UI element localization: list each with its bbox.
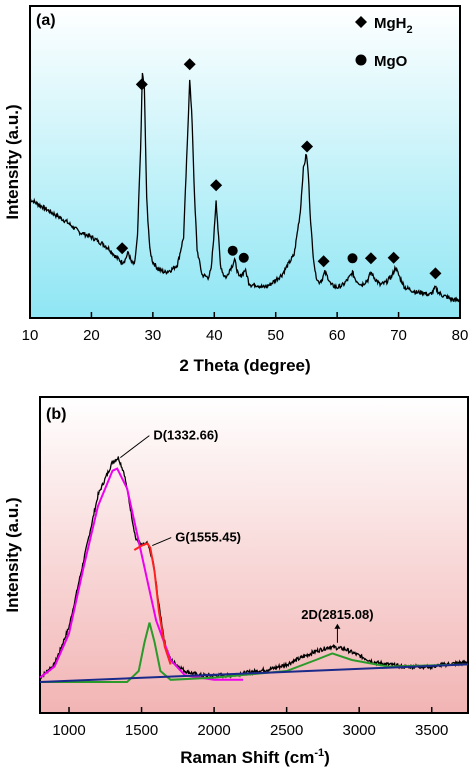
panel-a-peak-markers <box>116 58 442 280</box>
mgh2-marker <box>364 252 377 265</box>
panel-b-label: (b) <box>46 406 66 423</box>
x-tick-label: 2500 <box>270 722 303 739</box>
x-tick-label: 3000 <box>342 722 375 739</box>
panel-a-series <box>29 72 461 304</box>
panel-b-x-axis-title: Raman Shift (cm-1) <box>180 747 330 767</box>
legend-circle-icon <box>355 54 367 66</box>
x-tick-label: 60 <box>329 327 346 344</box>
panel-b-series <box>39 456 469 683</box>
panel-b: (b) 1000 1500 2000 2500 3000 3500 D(1332.66) G… <box>3 396 469 767</box>
mgh2-marker <box>183 58 196 71</box>
peak-annotation: G(1555.45) <box>175 530 241 545</box>
panel-a: (a) 10 20 30 40 50 60 70 80 2 Theta (degree) In… <box>3 5 469 375</box>
x-tick-label: 3500 <box>415 722 448 739</box>
peak-annotation: 2D(2815.08) <box>301 607 373 622</box>
mgh2-marker <box>387 251 400 264</box>
panel-a-label: (a) <box>36 12 56 29</box>
panel-a-x-axis: 10 20 30 40 50 60 70 80 <box>22 312 469 344</box>
panel-a-x-axis-title: 2 Theta (degree) <box>179 356 310 375</box>
mgo-marker <box>238 252 249 263</box>
peak-annotation: D(1332.66) <box>153 428 218 443</box>
mgh2-marker <box>429 267 442 280</box>
series-line-3 <box>40 622 469 683</box>
panel-a-y-axis-title: Intensity (a.u.) <box>3 104 22 219</box>
panel-b-y-axis-title: Intensity (a.u.) <box>3 497 22 612</box>
panel-b-plot-area <box>39 396 469 714</box>
panel-a-plot-area <box>29 5 461 319</box>
mgo-marker <box>227 245 238 256</box>
x-tick-label: 20 <box>83 327 100 344</box>
mgh2-marker <box>135 78 148 91</box>
panel-a-legend: MgH2 MgO <box>355 15 413 70</box>
panel-b-x-axis: 1000 1500 2000 2500 3000 3500 <box>52 707 448 739</box>
legend-entry-mgo: MgO <box>374 53 408 70</box>
panel-b-annotations: D(1332.66) G(1555.45) 2D(2815.08) <box>120 428 374 643</box>
annotation-arrow <box>152 537 172 547</box>
x-tick-label: 50 <box>267 327 284 344</box>
x-tick-label: 30 <box>145 327 162 344</box>
legend-diamond-icon <box>355 16 367 28</box>
x-tick-label: 2000 <box>197 722 230 739</box>
x-tick-label: 70 <box>390 327 407 344</box>
series-line-4 <box>39 663 469 683</box>
mgh2-marker <box>116 242 129 255</box>
series-line-1 <box>39 467 244 681</box>
series-line-0 <box>29 72 461 304</box>
mgh2-marker <box>317 255 330 268</box>
mgo-marker <box>347 253 358 264</box>
annotation-arrowhead <box>334 623 341 629</box>
x-tick-label: 40 <box>206 327 223 344</box>
x-tick-label: 1000 <box>52 722 85 739</box>
x-tick-label: 10 <box>22 327 39 344</box>
mgh2-marker <box>210 179 223 192</box>
x-tick-label: 80 <box>452 327 469 344</box>
legend-entry-mgh2: MgH2 <box>374 15 413 36</box>
annotation-arrow <box>120 435 150 458</box>
x-tick-label: 1500 <box>125 722 158 739</box>
series-line-2 <box>133 542 172 665</box>
mgh2-marker <box>301 140 314 153</box>
